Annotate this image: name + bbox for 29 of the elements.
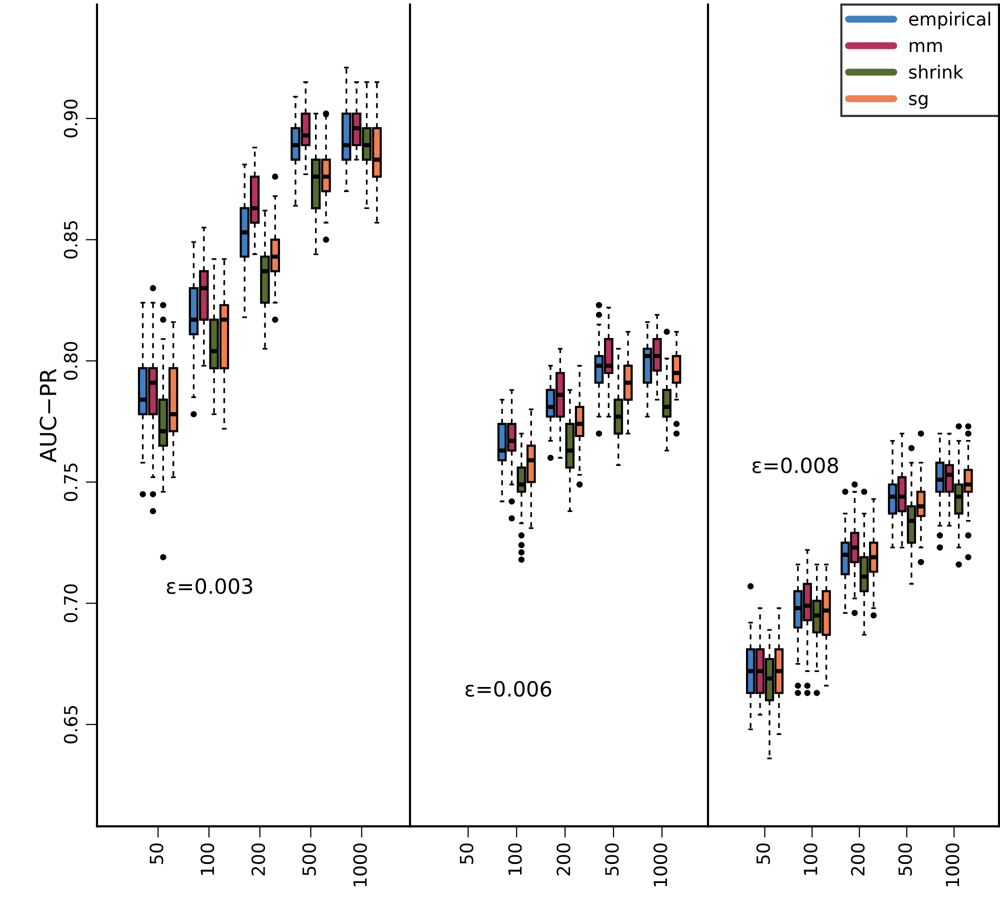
x-tick-label: 200	[251, 843, 266, 876]
x-tick-label: 500	[605, 843, 619, 876]
x-tick-label: 1000	[353, 843, 367, 886]
x-tick-label: 1000	[946, 843, 960, 886]
y-tick-label: 0.85	[64, 221, 78, 259]
legend-label: mm	[910, 42, 942, 52]
y-tick-label: 0.80	[64, 342, 78, 380]
legend-label: empirical	[909, 12, 990, 30]
legend-label: shrink	[909, 64, 964, 79]
x-tick-label: 50	[150, 843, 164, 864]
annotation: ε=0.006	[466, 680, 552, 697]
x-tick-label: 200	[556, 843, 570, 876]
y-tick-label: 0.70	[64, 584, 78, 622]
x-tick-label: 100	[200, 843, 214, 875]
y-tick-label: 0.90	[64, 100, 78, 138]
x-tick-label: 100	[804, 843, 818, 875]
x-tick-label: 500	[898, 843, 912, 876]
x-tick-label: 200	[850, 843, 865, 876]
annotation: ε=0.003	[166, 578, 252, 594]
x-tick-label: 50	[756, 843, 770, 864]
x-tick-label: 100	[508, 843, 522, 875]
x-tick-label: 500	[302, 843, 316, 876]
y-tick-label: 0.75	[64, 464, 78, 501]
annotation: ε=0.008	[752, 457, 838, 474]
y-tick-label: 0.65	[64, 706, 78, 744]
x-tick-label: 1000	[654, 843, 668, 886]
legend-label: sg	[909, 94, 928, 109]
y-axis-title: AUC−PR	[40, 368, 56, 462]
x-tick-label: 50	[460, 843, 474, 864]
